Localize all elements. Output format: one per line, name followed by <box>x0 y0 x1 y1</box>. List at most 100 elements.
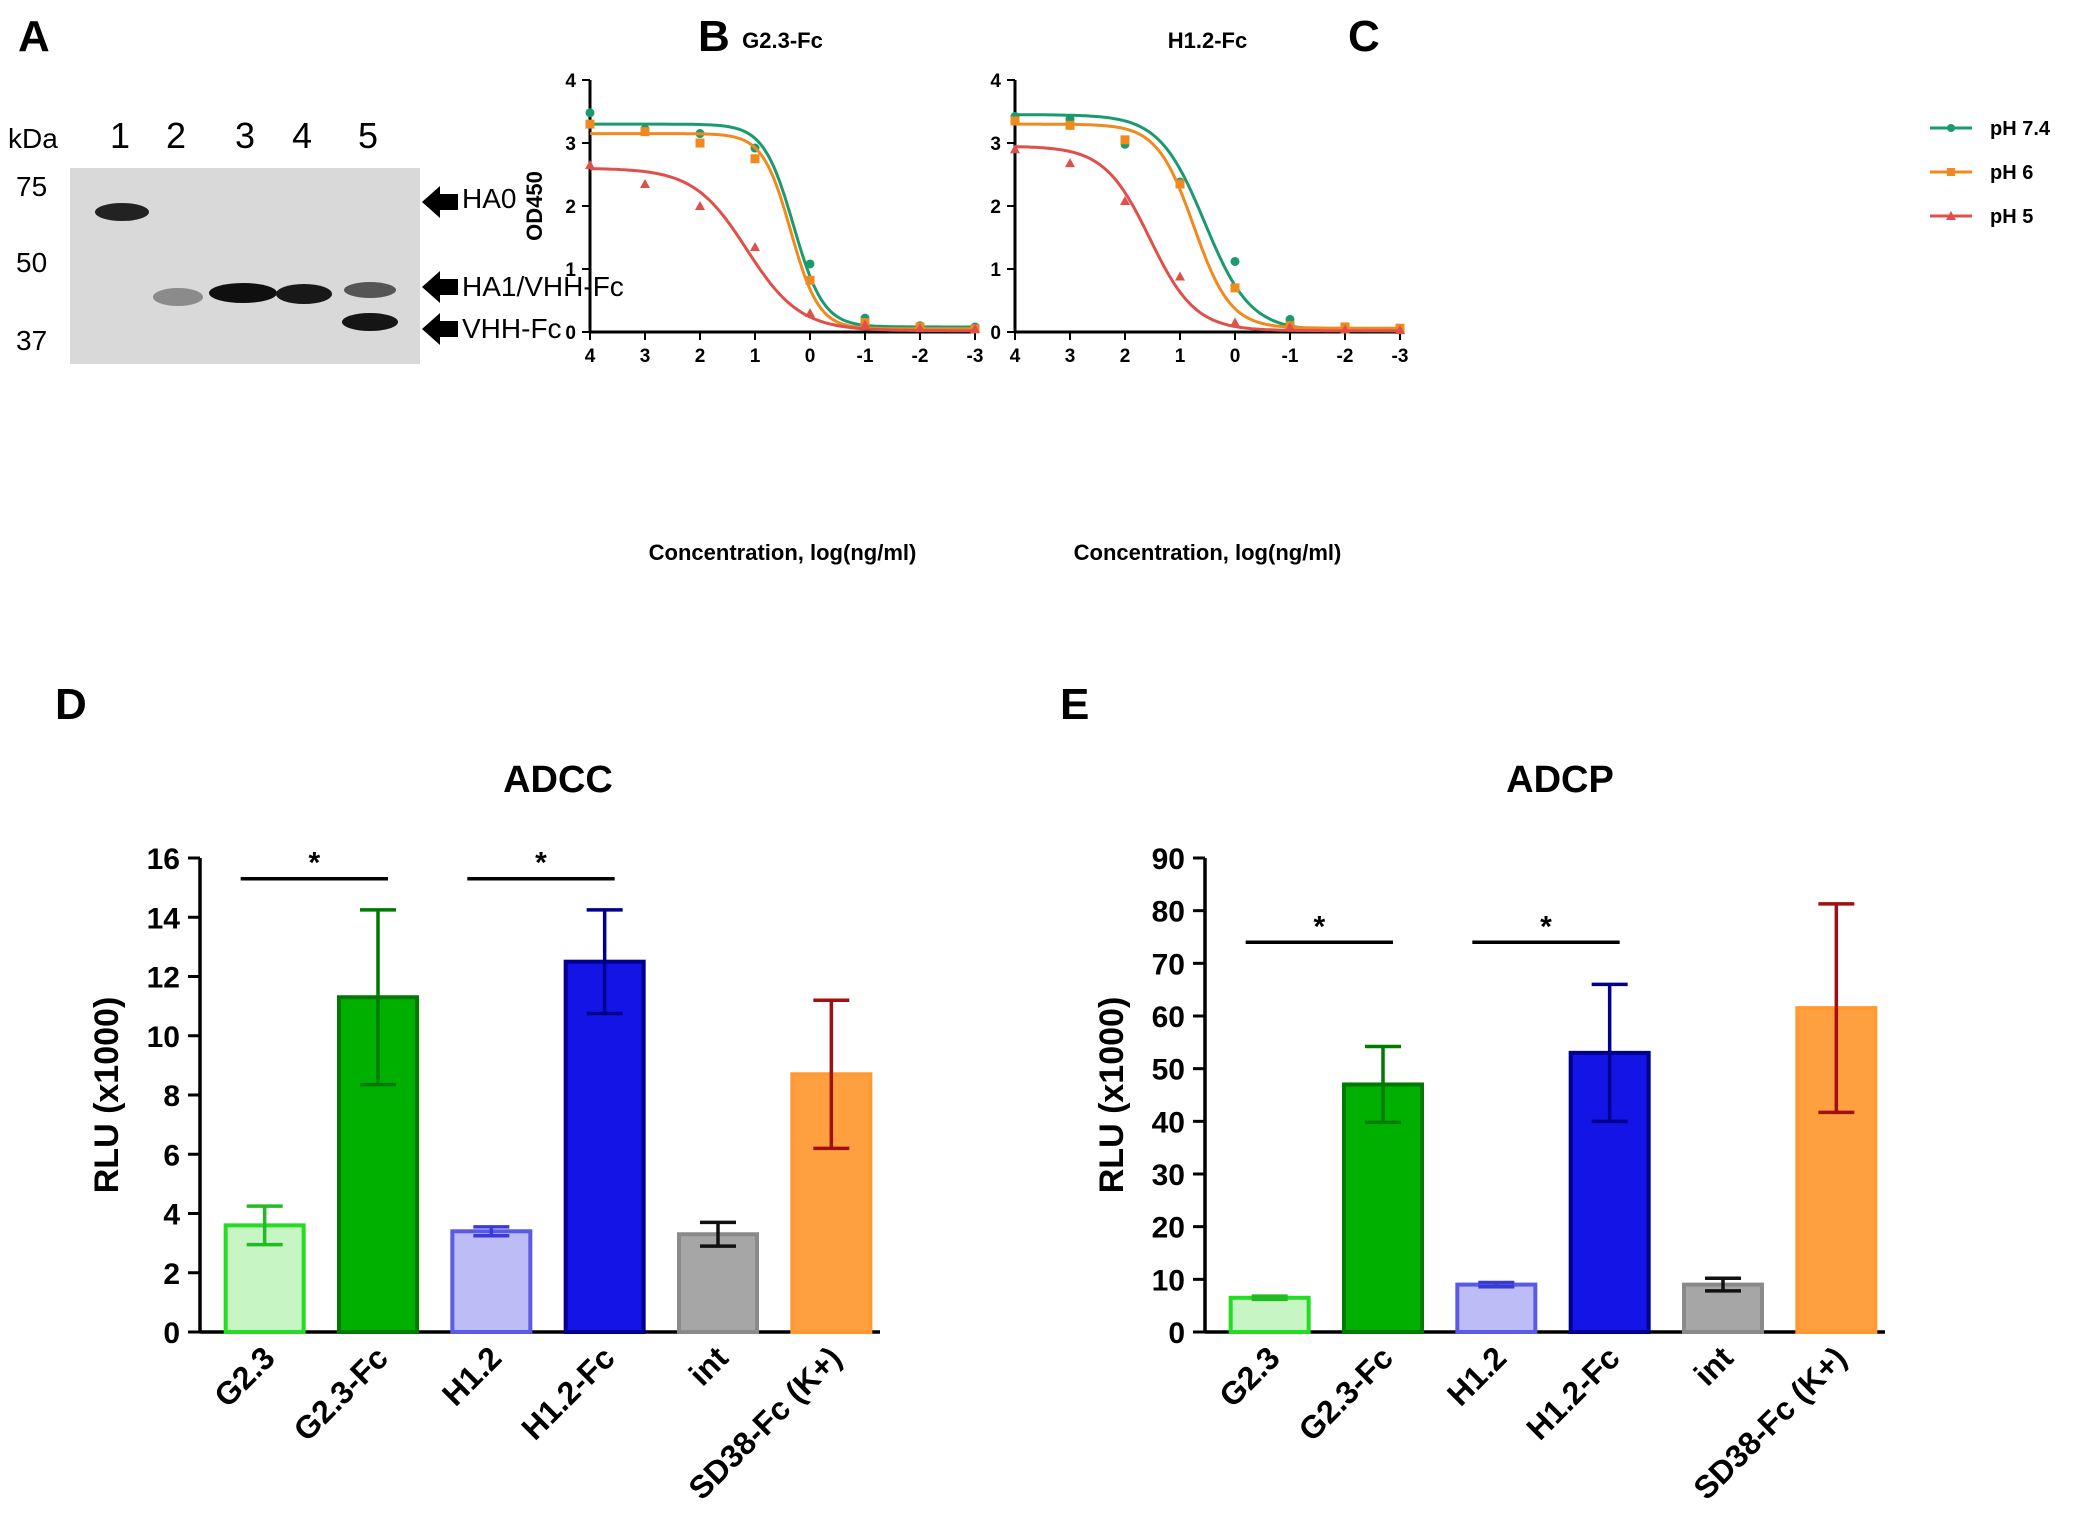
x-tick-label: 0 <box>805 346 816 367</box>
data-point <box>1175 271 1185 281</box>
data-point <box>585 160 595 170</box>
gel-lane-1: 1 <box>110 115 130 156</box>
x-tick-label: 3 <box>1065 346 1076 367</box>
gel-marker-50: 50 <box>16 247 47 278</box>
y-axis-label: RLU (x1000) <box>1093 997 1131 1194</box>
x-tick-label: 4 <box>585 346 596 367</box>
gel-lane-2: 2 <box>166 115 186 156</box>
arrow-label-vhh-fc: VHH-Fc <box>462 313 562 344</box>
y-tick-label: 90 <box>1152 843 1185 876</box>
x-tick-label: 1 <box>1175 346 1186 367</box>
chart-title: ADCC <box>503 759 613 801</box>
bar-2 <box>450 1229 533 1335</box>
data-point <box>805 275 815 285</box>
data-point <box>1120 195 1130 205</box>
y-tick-label: 40 <box>1152 1106 1185 1139</box>
gel-marker-37: 37 <box>16 325 47 356</box>
data-point <box>1010 116 1020 126</box>
y-tick-label: 1 <box>565 260 576 281</box>
y-tick-label: 16 <box>147 843 180 876</box>
data-point <box>805 259 815 269</box>
x-tick-label: -2 <box>1337 346 1354 367</box>
fit-curve-pH6 <box>1015 122 1400 330</box>
x-tick-label: 0 <box>1230 346 1241 367</box>
data-point <box>1285 321 1295 331</box>
data-point <box>695 201 705 210</box>
legend-marker <box>1947 168 1955 176</box>
y-tick-label: 14 <box>147 902 181 935</box>
y-tick-label: 4 <box>163 1199 180 1232</box>
panel-letter-b: B <box>698 12 730 61</box>
x-axis-label: Concentration, log(ng/ml) <box>649 540 917 565</box>
panel-letter-e: E <box>1060 680 1090 729</box>
x-tick-label: 1 <box>750 346 761 367</box>
arrow-vhh-fc: VHH-Fc <box>422 313 562 345</box>
arrow-icon <box>422 271 458 303</box>
chart-title: ADCP <box>1506 759 1614 801</box>
data-point <box>640 127 650 137</box>
arrow-label-ha1: HA1/VHH-Fc <box>462 271 624 302</box>
fit-curve-pH74 <box>590 122 975 329</box>
data-point <box>750 154 760 164</box>
data-point <box>1340 324 1350 334</box>
y-tick-label: 12 <box>147 962 180 995</box>
data-point <box>860 319 870 329</box>
gel-band-lane5-upper <box>344 282 396 298</box>
arrow-icon <box>422 313 458 345</box>
fit-curve-pH5 <box>1014 145 1400 333</box>
gel-band-lane3 <box>209 283 277 303</box>
data-point <box>1065 120 1075 130</box>
y-tick-label: 2 <box>990 197 1001 218</box>
data-point <box>1230 317 1240 327</box>
chart-title: G2.3-Fc <box>742 28 823 53</box>
y-axis-label: RLU (x1000) <box>88 997 126 1194</box>
y-tick-label: 50 <box>1152 1054 1185 1087</box>
data-point <box>1065 158 1075 168</box>
x-tick-label: 2 <box>695 346 706 367</box>
data-point <box>1010 144 1020 154</box>
data-point <box>1230 256 1240 266</box>
x-tick-label: -1 <box>857 346 874 367</box>
data-point <box>750 241 760 251</box>
x-tick-label: -2 <box>912 346 929 367</box>
legend-label: pH 7.4 <box>1990 118 2051 140</box>
y-tick-label: 0 <box>163 1317 180 1350</box>
y-tick-label: 1 <box>990 260 1001 281</box>
gel-marker-75: 75 <box>16 171 47 202</box>
legend-marker <box>1947 124 1955 132</box>
y-tick-label: 10 <box>1152 1264 1185 1297</box>
y-tick-label: 2 <box>565 197 576 218</box>
gel-background <box>70 168 420 364</box>
significance-star: * <box>1313 910 1325 943</box>
legend-label: pH 6 <box>1990 162 2033 184</box>
gel-band-lane2 <box>153 288 203 306</box>
x-tick-label: -3 <box>967 346 984 367</box>
y-tick-label: 20 <box>1152 1212 1185 1245</box>
significance-star: * <box>308 847 320 880</box>
y-tick-label: 70 <box>1152 948 1185 981</box>
legend-marker <box>1946 211 1956 220</box>
x-tick-label: 3 <box>640 346 651 367</box>
x-tick-label: 2 <box>1120 346 1131 367</box>
y-tick-label: 4 <box>990 71 1001 92</box>
y-tick-label: 0 <box>565 323 576 344</box>
data-point <box>1395 325 1405 335</box>
gel-kda-label: kDa <box>8 123 58 154</box>
x-tick-label: -1 <box>1282 346 1299 367</box>
y-tick-label: 0 <box>990 323 1001 344</box>
y-tick-label: 6 <box>163 1139 180 1172</box>
data-point <box>1120 135 1130 145</box>
y-tick-label: 2 <box>163 1258 180 1291</box>
y-tick-label: 0 <box>1168 1317 1185 1350</box>
bar-3 <box>563 959 646 1334</box>
legend-label: pH 5 <box>1990 206 2033 228</box>
data-point <box>805 308 815 318</box>
data-point <box>585 119 595 129</box>
panel-letter-c: C <box>1348 12 1380 61</box>
data-point <box>970 323 980 333</box>
y-tick-label: 10 <box>147 1021 180 1054</box>
